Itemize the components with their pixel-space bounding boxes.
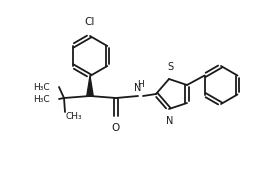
Polygon shape [87,76,93,96]
Text: O: O [112,123,120,133]
Text: Cl: Cl [85,17,95,27]
Text: CH₃: CH₃ [65,112,82,121]
Text: S: S [167,62,173,72]
Text: H: H [138,80,144,89]
Text: H₃C: H₃C [33,83,50,92]
Text: H₃C: H₃C [33,94,50,104]
Text: N: N [134,83,142,93]
Text: N: N [166,116,174,126]
